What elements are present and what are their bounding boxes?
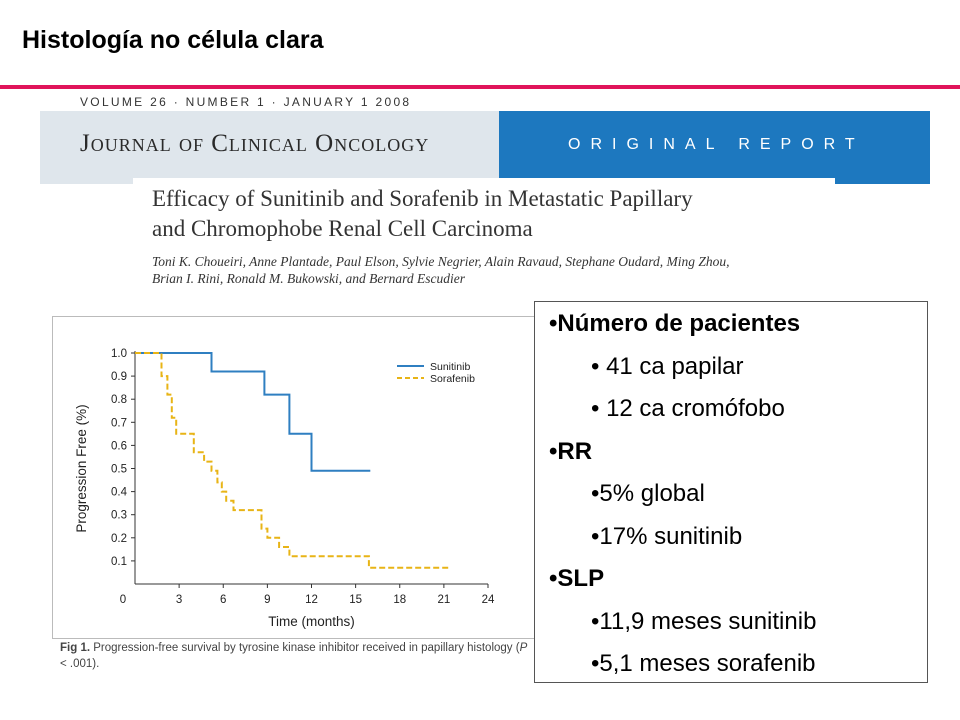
patients-papillary: • 41 ca papilar (591, 353, 744, 380)
x-tick-label: 18 (393, 594, 406, 606)
y-tick-label: 0.9 (111, 371, 127, 383)
rr-global: •5% global (591, 480, 705, 507)
x-tick-label: 9 (264, 594, 270, 606)
legend-label-sorafenib: Sorafenib (430, 373, 475, 385)
journal-volume-line: VOLUME 26 · NUMBER 1 · JANUARY 1 2008 (80, 95, 412, 109)
km-plot: 0 3 6 9 12 15 18 21 24 1.0 0.9 0.8 0.7 0.6 0.5 0.4 0.3 0.… (74, 348, 495, 629)
summary-box: •Número de pacientes • 41 ca papilar • 1… (534, 301, 928, 683)
journal-name: Journal of Clinical Oncology (80, 130, 430, 157)
legend-label-sunitinib: Sunitinib (430, 361, 470, 373)
slp-sorafenib: •5,1 meses sorafenib (591, 650, 816, 677)
y-tick-label: 0.8 (111, 394, 127, 406)
article-title-line-1: Efficacy of Sunitinib and Sorafenib in M… (152, 186, 693, 211)
x-tick-label: 15 (349, 594, 362, 606)
figure-caption-text: Progression-free survival by tyrosine ki… (93, 642, 520, 654)
authors-line-2: Brian I. Rini, Ronald M. Bukowski, and B… (152, 271, 465, 286)
y-tick-label: 0.3 (111, 510, 127, 522)
x-tick-label: 6 (220, 594, 226, 606)
y-tick-label: 0.2 (111, 533, 127, 545)
slp-heading: •SLP (549, 565, 605, 592)
y-tick-label: 0.4 (111, 487, 128, 499)
slp-sunitinib: •11,9 meses sunitinib (591, 608, 817, 635)
y-tick-label: 1.0 (111, 348, 127, 360)
x-tick-label: 3 (176, 594, 182, 606)
x-tick-label: 12 (305, 594, 318, 606)
series-line-sunitinib (135, 352, 371, 472)
series-line-sorafenib (135, 352, 452, 569)
article-title-line-2: and Chromophobe Renal Cell Carcinoma (152, 216, 533, 241)
patients-chromophobe: • 12 ca cromófobo (591, 395, 785, 422)
patients-heading: •Número de pacientes (549, 310, 801, 337)
x-tick-label: 24 (482, 594, 495, 606)
journal-header-band (40, 111, 499, 184)
y-axis-label: Progression Free (%) (74, 404, 89, 532)
article-title-panel (133, 178, 835, 296)
x-tick-label: 0 (120, 594, 126, 606)
rr-sunitinib: •17% sunitinib (591, 523, 743, 550)
x-axis-label: Time (months) (268, 614, 355, 629)
y-tick-label: 0.7 (111, 417, 127, 429)
article-title: Efficacy of Sunitinib and Sorafenib in M… (152, 184, 842, 244)
figure-caption-label: Fig 1. (60, 642, 91, 654)
y-tick-label: 0.1 (111, 556, 127, 568)
authors-line-1: Toni K. Choueiri, Anne Plantade, Paul El… (152, 254, 730, 269)
figure-caption: Fig 1. Progression-free survival by tyro… (60, 640, 530, 672)
report-type-label: ORIGINAL REPORT (568, 136, 865, 153)
y-tick-label: 0.5 (111, 464, 127, 476)
title-divider (0, 85, 960, 89)
km-figure: 0 3 6 9 12 15 18 21 24 1.0 0.9 0.8 0.7 0.6 0.5 0.4 0.3 0.… (52, 316, 535, 639)
figure-caption-text-end: < .001). (60, 658, 100, 670)
report-type-band (499, 111, 930, 184)
slide-title: Histología no célula clara (22, 26, 324, 54)
article-authors: Toni K. Choueiri, Anne Plantade, Paul El… (152, 253, 842, 287)
figure-caption-p: P (519, 642, 528, 654)
y-tick-label: 0.6 (111, 440, 127, 452)
x-tick-label: 21 (437, 594, 450, 606)
rr-heading: •RR (549, 438, 593, 465)
